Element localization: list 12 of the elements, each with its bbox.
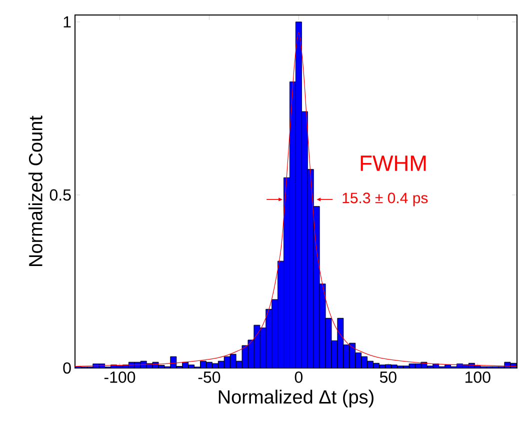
y-axis-title: Normalized Count [28,116,42,266]
annotation: 15.3 ± 0.4 ps [342,192,428,206]
x-tick-label: -50 [198,372,220,383]
y-tick-label: 0.5 [50,189,71,201]
y-tick-label: 0 [63,362,71,374]
y-tick-label: 1 [64,16,71,28]
x-tick-label: -100 [104,372,136,383]
x-tick-label: 50 [380,372,396,383]
x-tick-label: 100 [466,372,490,383]
x-tick-label: 0 [294,372,303,383]
annotation: FWHM [360,156,426,171]
x-axis-title: Normalized Δt (ps) [218,390,374,408]
